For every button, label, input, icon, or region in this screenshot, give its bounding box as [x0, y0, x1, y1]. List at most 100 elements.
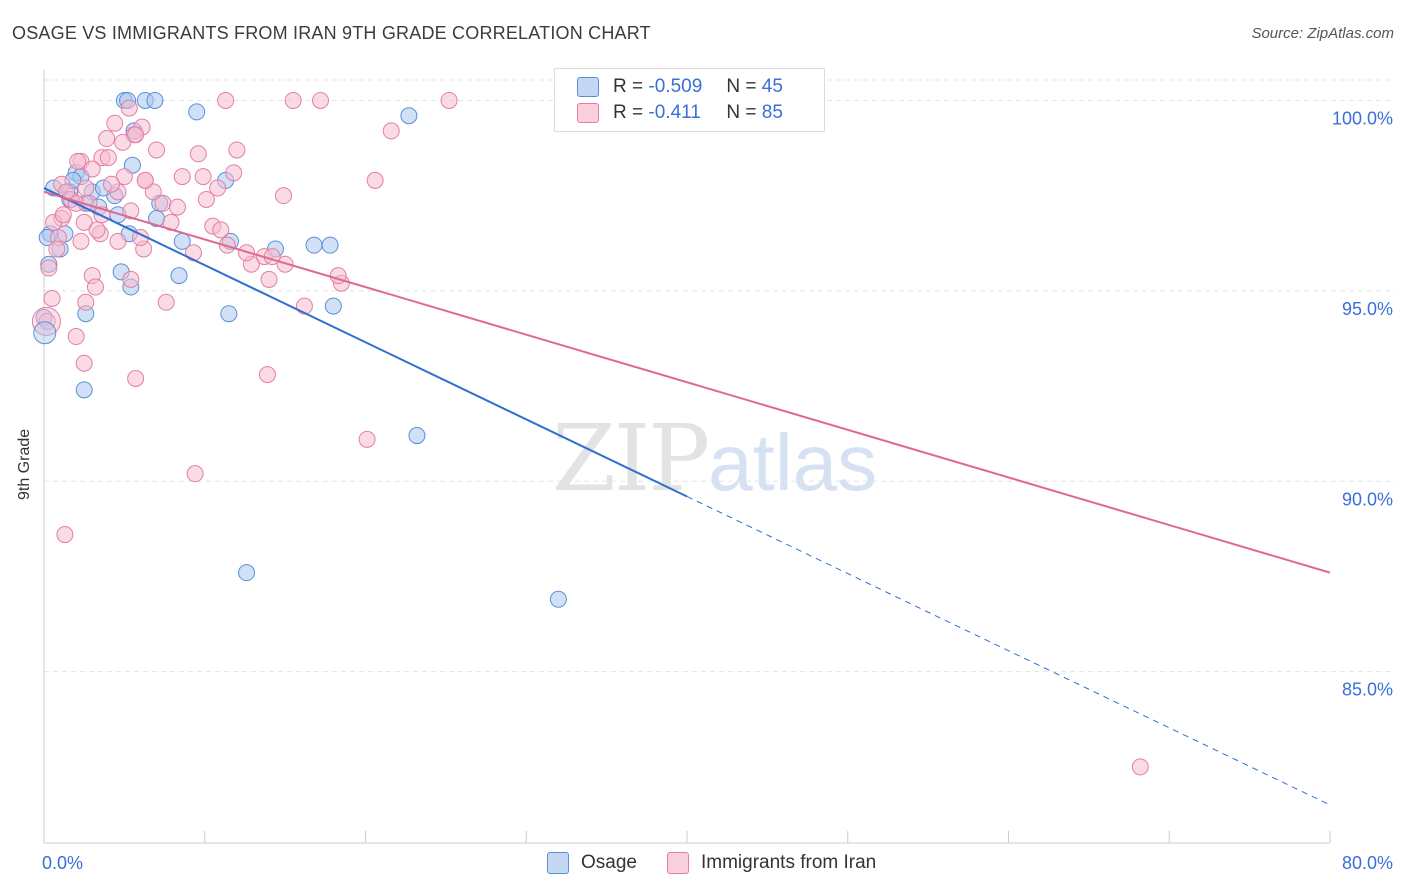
y-tick-label-2: 90.0% — [1342, 489, 1393, 509]
legend-iran-swatch — [666, 852, 689, 874]
iran-point-15 — [225, 164, 243, 182]
iran-point-40 — [72, 232, 90, 250]
series-legend: Osage Immigrants from Iran — [547, 852, 876, 874]
iran-point-37 — [212, 221, 230, 239]
iran-point-77 — [197, 190, 215, 208]
iran-point-16 — [173, 168, 191, 186]
y-tick-label-1: 95.0% — [1342, 299, 1393, 319]
iran-point-31 — [122, 202, 140, 220]
iran-point-59 — [127, 369, 145, 387]
osage-point-39 — [408, 427, 426, 445]
osage-point-32 — [170, 267, 188, 285]
iran-point-23 — [209, 179, 227, 197]
iran-point-57 — [67, 328, 85, 346]
iran-point-7 — [382, 122, 400, 140]
iran-point-84 — [98, 130, 116, 148]
iran-point-41 — [109, 232, 127, 250]
osage-point-38 — [75, 381, 93, 399]
iran-point-67 — [136, 171, 154, 189]
iran-point-65 — [54, 206, 72, 224]
osage-point-28 — [321, 236, 339, 254]
iran-point-30 — [168, 198, 186, 216]
iran-point-56 — [38, 312, 56, 330]
correlation-legend: R = -0.509 N = 45 R = -0.411 N = 85 — [554, 68, 825, 132]
iran-swatch — [577, 103, 599, 123]
osage-point-40 — [238, 564, 256, 582]
iran-point-11 — [228, 141, 246, 159]
legend-r-label-iran: R = — [613, 102, 644, 123]
iran-point-26 — [275, 187, 293, 205]
legend-n-label-osage: N = — [726, 76, 757, 97]
osage-point-5 — [400, 107, 418, 125]
osage-point-26 — [305, 236, 323, 254]
iran-point-64 — [1131, 758, 1149, 776]
iran-point-53 — [77, 293, 95, 311]
iran-point-4 — [120, 99, 138, 117]
legend-row-osage: R = -0.509 N = 45 — [577, 75, 783, 99]
legend-n-label-iran: N = — [726, 102, 757, 123]
iran-point-83 — [69, 152, 87, 170]
iran-point-75 — [103, 175, 121, 193]
osage-swatch — [577, 77, 599, 97]
iran-point-73 — [48, 240, 66, 258]
osage-point-35 — [220, 305, 238, 323]
x-tick-label-1: 80.0% — [1342, 853, 1393, 873]
y-tick-label-0: 100.0% — [1332, 108, 1393, 128]
iran-point-48 — [122, 270, 140, 288]
iran-point-70 — [194, 168, 212, 186]
iran-point-17 — [83, 160, 101, 178]
osage-trendline — [43, 187, 688, 498]
iran-point-12 — [189, 145, 207, 163]
iran-point-79 — [40, 259, 58, 277]
iran-point-68 — [99, 149, 117, 167]
iran-trendline — [43, 190, 1331, 574]
legend-osage-swatch — [547, 852, 569, 874]
iran-point-55 — [295, 297, 313, 315]
watermark-atlas: atlas — [708, 418, 878, 507]
iran-point-20 — [366, 171, 384, 189]
iran-point-58 — [75, 354, 93, 372]
iran-point-52 — [43, 289, 61, 307]
iran-point-43 — [184, 244, 202, 262]
iran-point-61 — [358, 430, 376, 448]
legend-row-iran: R = -0.411 N = 85 — [577, 101, 783, 125]
iran-point-62 — [186, 465, 204, 483]
iran-point-51 — [86, 278, 104, 296]
legend-r-value-osage: -0.509 — [648, 76, 703, 97]
iran-point-9 — [114, 133, 132, 151]
source-label: Source: ZipAtlas.com — [1251, 25, 1394, 42]
iran-point-81 — [263, 248, 281, 266]
legend-r-label-osage: R = — [613, 76, 644, 97]
x-tick-label-0: 0.0% — [42, 853, 83, 873]
iran-point-54 — [157, 293, 175, 311]
osage-trendline-extension — [686, 496, 1331, 806]
osage-point-34 — [324, 297, 342, 315]
iran-point-10 — [148, 141, 166, 159]
iran-point-5 — [106, 114, 124, 132]
iran-point-3 — [440, 91, 458, 109]
iran-point-22 — [77, 179, 95, 197]
iran-point-2 — [311, 91, 329, 109]
legend-n-value-osage: 45 — [761, 76, 783, 97]
osage-point-2 — [146, 91, 164, 109]
iran-point-1 — [284, 91, 302, 109]
iran-point-50 — [260, 270, 278, 288]
osage-point-41 — [549, 590, 567, 608]
iran-point-18 — [115, 168, 133, 186]
iran-point-35 — [75, 213, 93, 231]
osage-point-4 — [188, 103, 206, 121]
iran-point-29 — [154, 194, 172, 212]
legend-n-value-iran: 85 — [761, 102, 783, 123]
legend-osage-label: Osage — [581, 852, 637, 873]
osage-point-cluster — [33, 321, 57, 345]
iran-point-66 — [127, 126, 145, 144]
legend-iran-label: Immigrants from Iran — [700, 852, 877, 873]
iran-point-0 — [217, 91, 235, 109]
iran-point-60 — [258, 366, 276, 384]
chart-title: OSAGE VS IMMIGRANTS FROM IRAN 9TH GRADE … — [12, 23, 651, 43]
iran-point-63 — [56, 526, 74, 544]
y-tick-label-3: 85.0% — [1342, 680, 1393, 700]
iran-point-74 — [88, 221, 106, 239]
iran-point-cluster — [31, 306, 61, 336]
